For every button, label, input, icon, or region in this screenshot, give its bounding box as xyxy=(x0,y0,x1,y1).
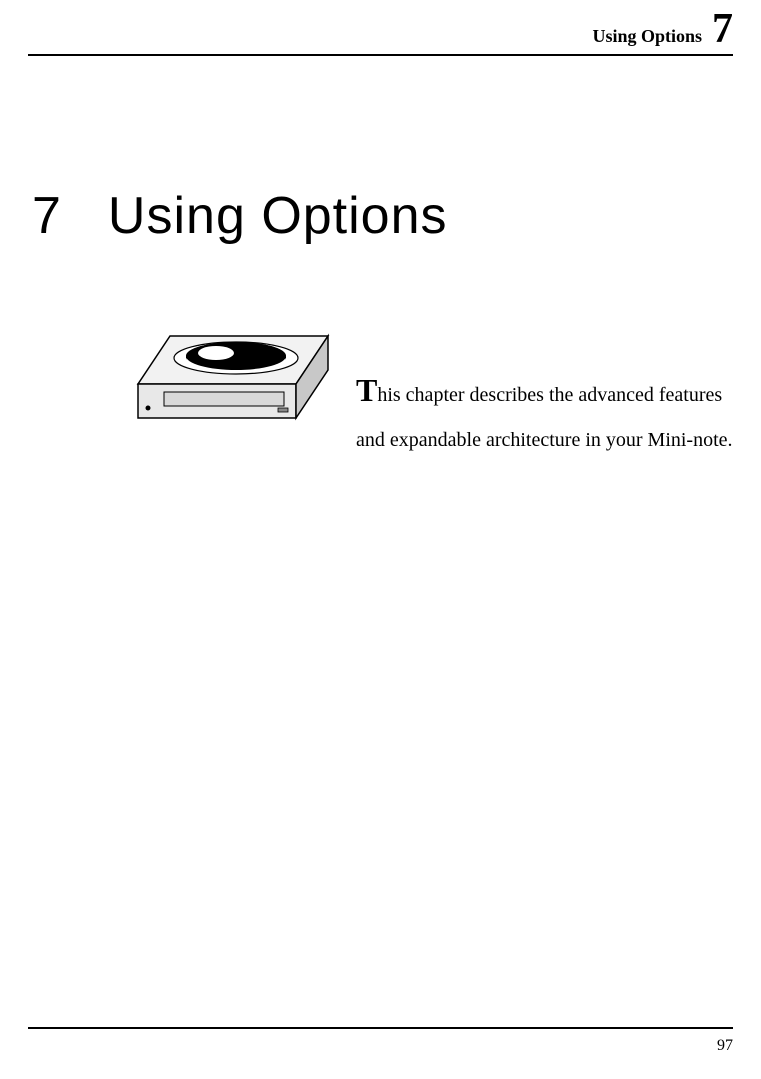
intro-dropcap: T xyxy=(356,372,377,408)
footer-rule xyxy=(28,1027,733,1029)
chapter-number: 7 xyxy=(32,186,62,246)
chapter-heading: 7 Using Options xyxy=(28,186,733,246)
running-header: Using Options 7 xyxy=(28,0,733,54)
header-rule xyxy=(28,54,733,56)
optical-drive-illustration xyxy=(128,326,338,456)
header-chapter-number: 7 xyxy=(712,8,733,50)
page-number: 97 xyxy=(28,1037,733,1055)
intro-block: This chapter describes the advanced feat… xyxy=(28,326,733,459)
footer: 97 xyxy=(28,1027,733,1055)
chapter-title: Using Options xyxy=(108,186,448,246)
header-title: Using Options xyxy=(592,26,702,47)
intro-text: his chapter describes the advanced featu… xyxy=(356,384,733,451)
intro-paragraph: This chapter describes the advanced feat… xyxy=(338,326,733,459)
